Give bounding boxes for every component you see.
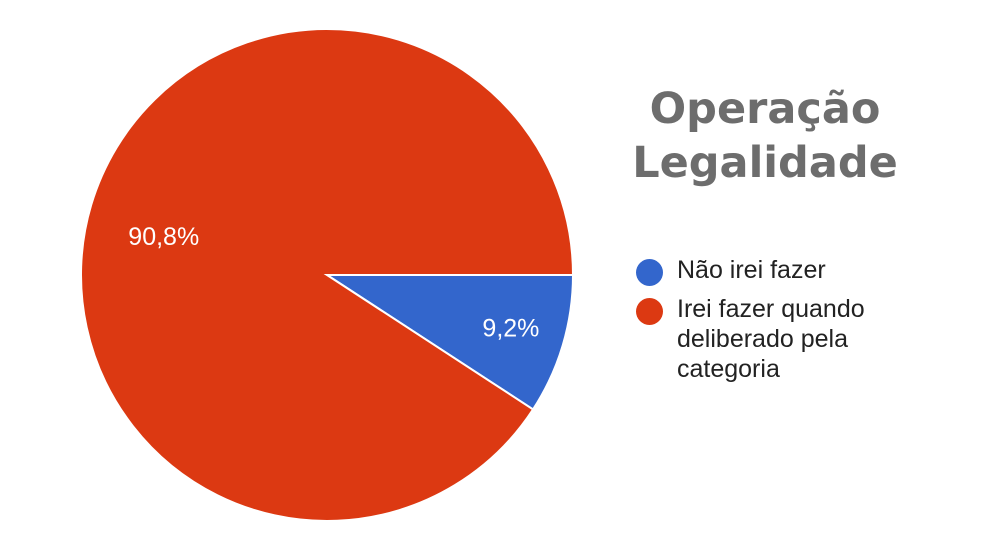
pie-data-label-1: 90,8% (128, 223, 199, 251)
chart-title-line-2: Legalidade (632, 138, 898, 188)
chart-title: Operação Legalidade (600, 82, 930, 190)
pie-slice-0[interactable] (323, 274, 575, 411)
pie-data-label-0: 9,2% (482, 314, 539, 342)
legend-marker-irei-fazer (636, 298, 663, 325)
legend-item-irei-fazer[interactable]: Irei fazer quando deliberado pela catego… (636, 294, 976, 384)
legend: Não irei fazer Irei fazer quando deliber… (636, 255, 976, 392)
legend-label-nao-irei-fazer: Não irei fazer (677, 256, 826, 284)
legend-label-irei-fazer: Irei fazer quando deliberado pela catego… (677, 295, 865, 383)
legend-marker-nao-irei-fazer (636, 259, 663, 286)
legend-item-nao-irei-fazer[interactable]: Não irei fazer (636, 255, 976, 286)
chart-title-line-1: Operação (649, 84, 881, 134)
pie-slice-1[interactable] (80, 28, 575, 522)
